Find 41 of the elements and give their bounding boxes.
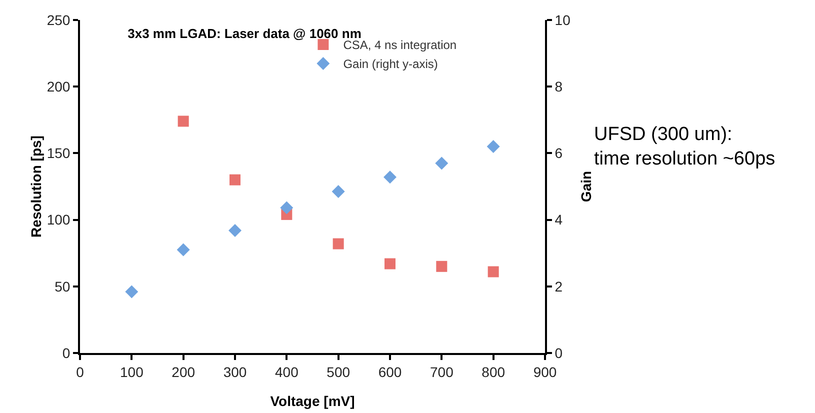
- y-tick-label: 0: [62, 344, 70, 361]
- x-tick-label: 700: [430, 364, 454, 380]
- y-axis-title: Resolution [ps]: [28, 136, 44, 238]
- y2-tick-label: 10: [554, 12, 571, 28]
- x-axis-title: Voltage [mV]: [270, 393, 355, 409]
- point: [176, 243, 190, 256]
- y2-tick-label: 6: [554, 145, 563, 162]
- point: [230, 174, 240, 186]
- y2-tick-label: 0: [554, 344, 563, 361]
- point: [436, 260, 448, 272]
- y2-axis-title: Gain: [578, 170, 594, 202]
- x-tick-label: 500: [326, 364, 350, 380]
- y2-tick-label: 4: [554, 212, 563, 228]
- y-tick-label: 100: [46, 212, 70, 228]
- x-tick-label: 600: [378, 364, 402, 380]
- y-tick-label: 50: [54, 278, 70, 294]
- legend-label: Gain (right y-axis): [343, 57, 438, 72]
- y-tick-label: 150: [46, 145, 70, 162]
- point: [488, 266, 499, 278]
- y2-tick-label: 8: [554, 78, 563, 94]
- point: [384, 170, 396, 184]
- x-tick-label: 400: [274, 364, 299, 380]
- point: [125, 285, 138, 298]
- point: [332, 185, 345, 198]
- point: [178, 116, 189, 127]
- point: [280, 201, 294, 214]
- x-tick-label: 300: [223, 364, 247, 380]
- point: [332, 238, 344, 250]
- x-tick-label: 800: [482, 364, 506, 380]
- point: [486, 140, 500, 154]
- y2-tick-label: 2: [554, 278, 563, 294]
- x-tick-label: 0: [76, 364, 84, 380]
- x-tick-label: 900: [533, 364, 557, 380]
- text: UFSD (300 um): time resolution ~60ps: [594, 124, 776, 170]
- y-tick-label: 200: [46, 78, 70, 94]
- x-tick-label: 200: [172, 364, 196, 380]
- y-tick-label: 250: [46, 12, 70, 28]
- point: [384, 258, 396, 270]
- point: [228, 224, 242, 237]
- x-tick-label: 100: [120, 364, 144, 380]
- point: [435, 156, 448, 170]
